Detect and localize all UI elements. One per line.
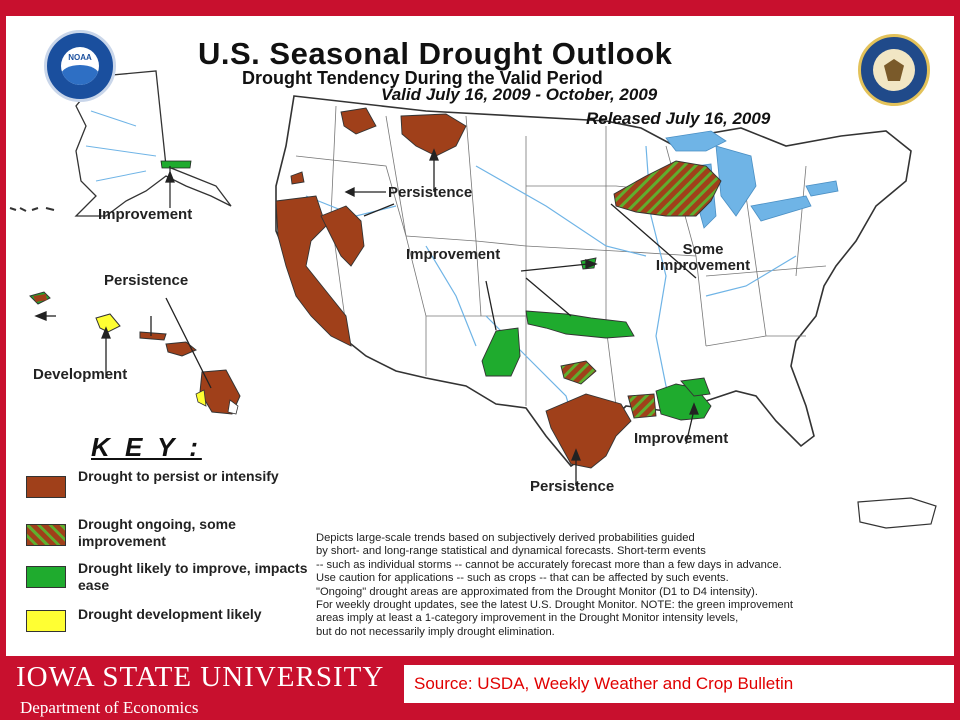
key-heading: K E Y : (91, 432, 202, 462)
hawaii-molokai (139, 331, 167, 341)
state-boundaries (295, 105, 827, 407)
valid-period: Valid July 16, 2009 - October, 2009 (381, 85, 658, 104)
legend-swatch-development (26, 610, 66, 632)
disclaimer-text: Depicts large-scale trends based on subj… (316, 532, 793, 638)
label-arrows (34, 148, 699, 486)
us-drought-map (9, 70, 937, 529)
legend-swatch-persist (26, 476, 66, 498)
legend-swatch-improve (26, 566, 66, 588)
source-citation: Source: USDA, Weekly Weather and Crop Bu… (404, 665, 954, 703)
drought-outlook-map-slide: NOAA U.S. Seasonal Drought Outlook Droug… (6, 16, 954, 656)
label-great-lakes-some-improvement: Some Improvement (655, 241, 751, 274)
drought-areas (275, 107, 722, 469)
label-alaska-improvement: Improvement (98, 206, 193, 223)
label-central-improvement: Improvement (406, 246, 501, 263)
department-name: Department of Economics (20, 698, 199, 717)
university-logo: Iowa State University (16, 661, 385, 693)
label-hawaii-development: Development (33, 366, 128, 383)
alaska-improvement-area (160, 160, 192, 169)
left-brand-strip (0, 16, 6, 656)
label-texas-persistence: Persistence (530, 478, 615, 495)
hawaii-oahu-development (95, 313, 121, 333)
legend-swatch-ongoing (26, 524, 66, 546)
label-west-persistence: Persistence (388, 184, 473, 201)
hawaii-maui (165, 341, 197, 357)
legend-label-improve: Drought likely to improve, impacts ease (78, 560, 308, 593)
puerto-rico-outline (857, 497, 937, 529)
legend-label-ongoing: Drought ongoing, some improvement (78, 516, 236, 549)
label-gulf-improvement: Improvement (634, 430, 729, 447)
release-date: Released July 16, 2009 (586, 109, 771, 128)
noaa-seal: NOAA (44, 30, 116, 102)
alaska-outline (74, 70, 232, 217)
legend-label-persist: Drought to persist or intensify (78, 468, 279, 484)
right-brand-strip (954, 16, 960, 656)
top-brand-bar (0, 0, 960, 16)
department-of-commerce-seal (858, 34, 930, 106)
map-title: U.S. Seasonal Drought Outlook (198, 36, 673, 71)
map-subtitle: Drought Tendency During the Valid Period (242, 68, 603, 88)
label-hawaii-persistence: Persistence (104, 272, 189, 289)
legend-label-development: Drought development likely (78, 606, 262, 622)
